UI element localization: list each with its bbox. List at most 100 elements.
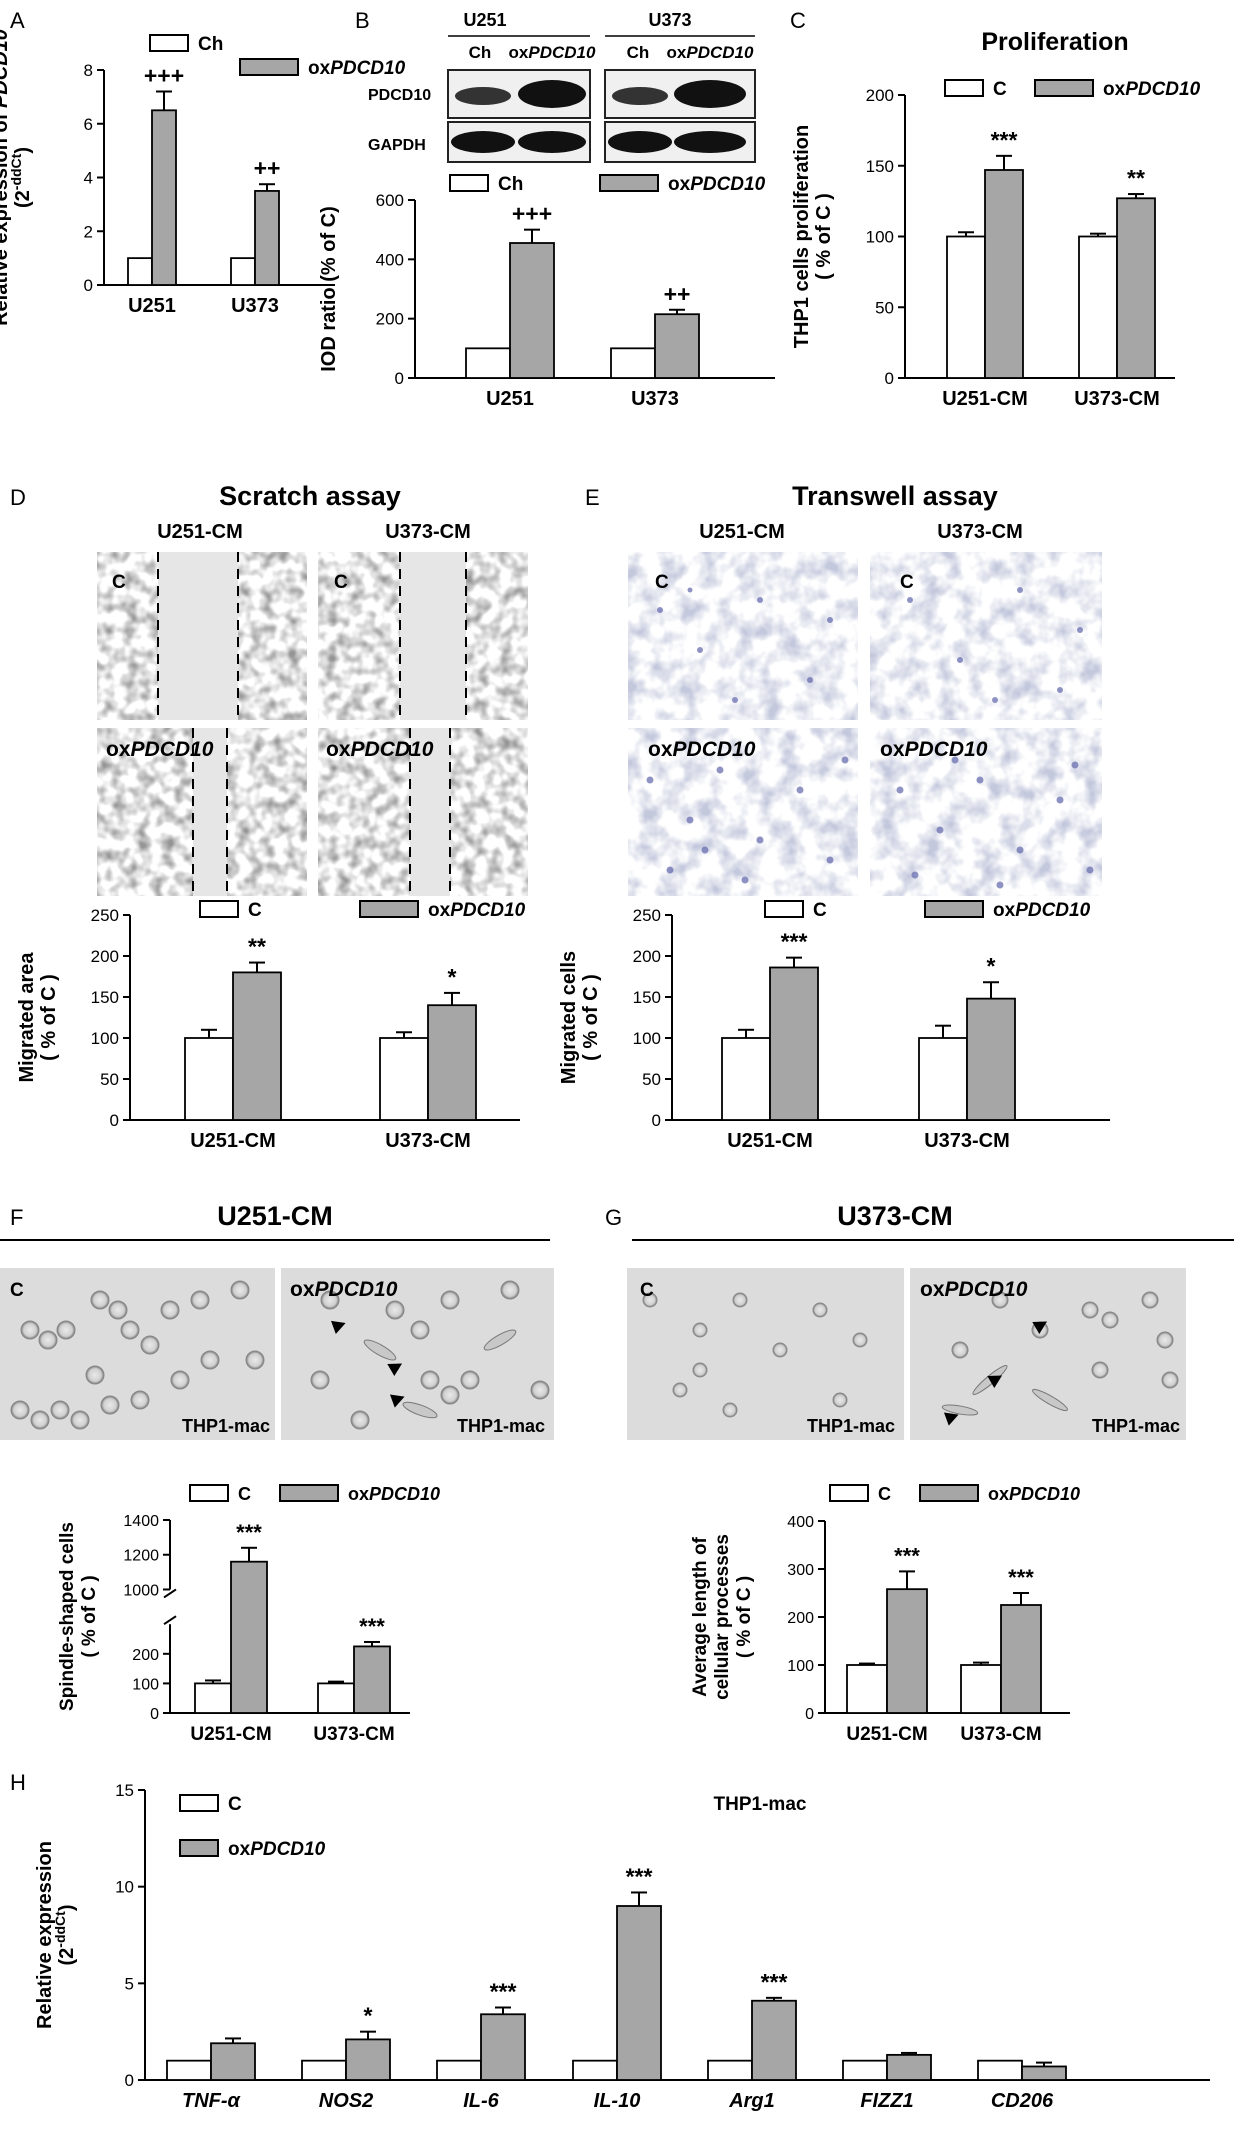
legend-label-control: C xyxy=(813,900,827,921)
chart-b: 0 200 400 600 +++ U251 ++ U373 Ch oxPDCD10 IOD rat… xyxy=(318,174,775,410)
blot-group-u373: U373 xyxy=(648,10,691,30)
legend-swatch-treated xyxy=(919,1484,979,1502)
y-tick-label: 0 xyxy=(652,1111,661,1130)
x-tick-label: U251 xyxy=(486,388,534,410)
panel-letter-f: F xyxy=(10,1205,23,1230)
column-label: U373-CM xyxy=(385,521,471,543)
bar-treated xyxy=(427,1004,477,1121)
micrograph-label: oxPDCD10 xyxy=(920,1278,1028,1301)
x-tick-label: U373-CM xyxy=(960,1724,1041,1745)
legend-swatch-treated xyxy=(359,900,419,918)
x-tick-label: TNF-α xyxy=(182,2090,242,2112)
bar-control xyxy=(166,2059,212,2081)
bar-control xyxy=(842,2059,888,2081)
bar-control xyxy=(127,257,153,286)
x-tick-label: IL-6 xyxy=(463,2090,499,2112)
panel-letter-c: C xyxy=(790,8,806,33)
y-tick-label: 10 xyxy=(115,1878,134,1897)
blot-band xyxy=(451,131,515,153)
legend-label-treated: oxPDCD10 xyxy=(1103,79,1201,100)
y-tick-label: 0 xyxy=(805,1706,814,1723)
micrograph-mac xyxy=(0,1268,275,1440)
x-tick-label: U373-CM xyxy=(313,1724,394,1745)
axis-break-mark xyxy=(163,1615,177,1626)
y-tick-label: 200 xyxy=(866,86,894,105)
bar-treated xyxy=(151,109,177,286)
significance-label: ++ xyxy=(664,281,691,307)
x-tick-label: U251-CM xyxy=(190,1130,276,1152)
micrograph-mac xyxy=(627,1268,904,1440)
y-tick-label: 250 xyxy=(91,906,119,925)
bar-treated xyxy=(230,1560,268,1714)
western-blot: U251 U373 Ch oxPDCD10 Ch oxPDCD10 PDCD10… xyxy=(368,10,756,163)
y-tick-label: 1200 xyxy=(123,1548,159,1565)
bar-control xyxy=(184,1037,234,1121)
blot-lane-label: Ch xyxy=(627,43,650,62)
y-axis-label: Relative expression of PDCD10 xyxy=(0,29,12,326)
significance-label: *** xyxy=(761,1969,788,1995)
y-tick-label: 300 xyxy=(787,1562,814,1579)
bar-treated xyxy=(616,1905,662,2081)
legend-label-treated: oxPDCD10 xyxy=(308,58,406,79)
blot-band xyxy=(455,87,511,105)
micrograph-label: THP1-mac xyxy=(1092,1416,1180,1436)
y-tick-label: 400 xyxy=(787,1514,814,1531)
x-tick-label: FIZZ1 xyxy=(860,2090,913,2112)
y-tick-label: 0 xyxy=(885,369,894,388)
blot-band xyxy=(674,131,746,153)
micrograph-transwell xyxy=(628,552,858,720)
blot-group-u251: U251 xyxy=(463,10,506,30)
micrograph-label: THP1-mac xyxy=(807,1416,895,1436)
column-label: U251-CM xyxy=(699,521,785,543)
micrograph-label: oxPDCD10 xyxy=(106,738,214,761)
legend-label-treated: oxPDCD10 xyxy=(993,900,1091,921)
heading-scratch-assay: Scratch assay xyxy=(219,481,401,511)
scratch-assay-images: Scratch assay U251-CM U373-CM C C oxPDCD… xyxy=(97,481,528,896)
legend-swatch-control xyxy=(199,900,239,918)
legend-swatch-treated xyxy=(924,900,984,918)
legend-swatch-treated xyxy=(1034,79,1094,97)
blot-band xyxy=(518,80,586,108)
y-tick-label: 200 xyxy=(633,947,661,966)
micrograph-label: oxPDCD10 xyxy=(648,738,756,761)
y-axis-label: ( % of C ) xyxy=(79,1575,100,1657)
y-axis-label: ( % of C ) xyxy=(813,193,835,280)
x-tick-label: U251 xyxy=(128,295,176,317)
chart-g: 0 100 200 300 400 *** U251-CM *** U373-CM C oxPDCD… xyxy=(690,1484,1080,1745)
y-tick-label: 200 xyxy=(132,1647,159,1664)
blot-lane-label: oxPDCD10 xyxy=(667,43,754,62)
legend-label-treated: oxPDCD10 xyxy=(428,900,526,921)
legend-label-control: C xyxy=(993,79,1007,100)
bar-control xyxy=(946,235,986,379)
scratch-gap xyxy=(400,552,466,720)
charts-layer: 0 2 4 6 8 +++ U251 ++ U373 Ch oxPDCD10 Relative exp… xyxy=(0,28,1210,2112)
micrograph-label: THP1-mac xyxy=(457,1416,545,1436)
bar-treated xyxy=(254,190,280,286)
y-tick-label: 0 xyxy=(84,276,93,295)
x-tick-label: U373-CM xyxy=(385,1130,471,1152)
significance-label: * xyxy=(987,953,996,979)
y-tick-label: 1000 xyxy=(123,1582,159,1599)
y-axis-label: (2-ddCt) xyxy=(8,147,34,208)
y-tick-label: 50 xyxy=(642,1070,661,1089)
y-tick-label: 0 xyxy=(110,1111,119,1130)
bar-treated xyxy=(1116,197,1156,379)
significance-label: +++ xyxy=(512,201,552,227)
bar-control xyxy=(301,2059,347,2081)
bar-control xyxy=(1078,235,1118,379)
significance-label: ** xyxy=(1127,165,1145,191)
bar-treated xyxy=(886,2053,932,2081)
legend-label-treated: oxPDCD10 xyxy=(228,1839,326,1860)
blot-lane-label: Ch xyxy=(469,43,492,62)
legend-swatch-control xyxy=(449,174,489,192)
y-axis-label: ( % of C ) xyxy=(580,974,602,1061)
heading-u251-cm: U251-CM xyxy=(217,1201,333,1231)
y-axis-label: ( % of C ) xyxy=(38,974,60,1061)
bar-treated xyxy=(1000,1604,1042,1714)
bar-control xyxy=(379,1037,429,1121)
scratch-gap xyxy=(158,552,238,720)
legend-swatch-treated xyxy=(279,1484,339,1502)
x-tick-label: U251-CM xyxy=(190,1724,271,1745)
y-axis-label: Migrated area xyxy=(16,952,38,1083)
y-tick-label: 100 xyxy=(132,1676,159,1693)
